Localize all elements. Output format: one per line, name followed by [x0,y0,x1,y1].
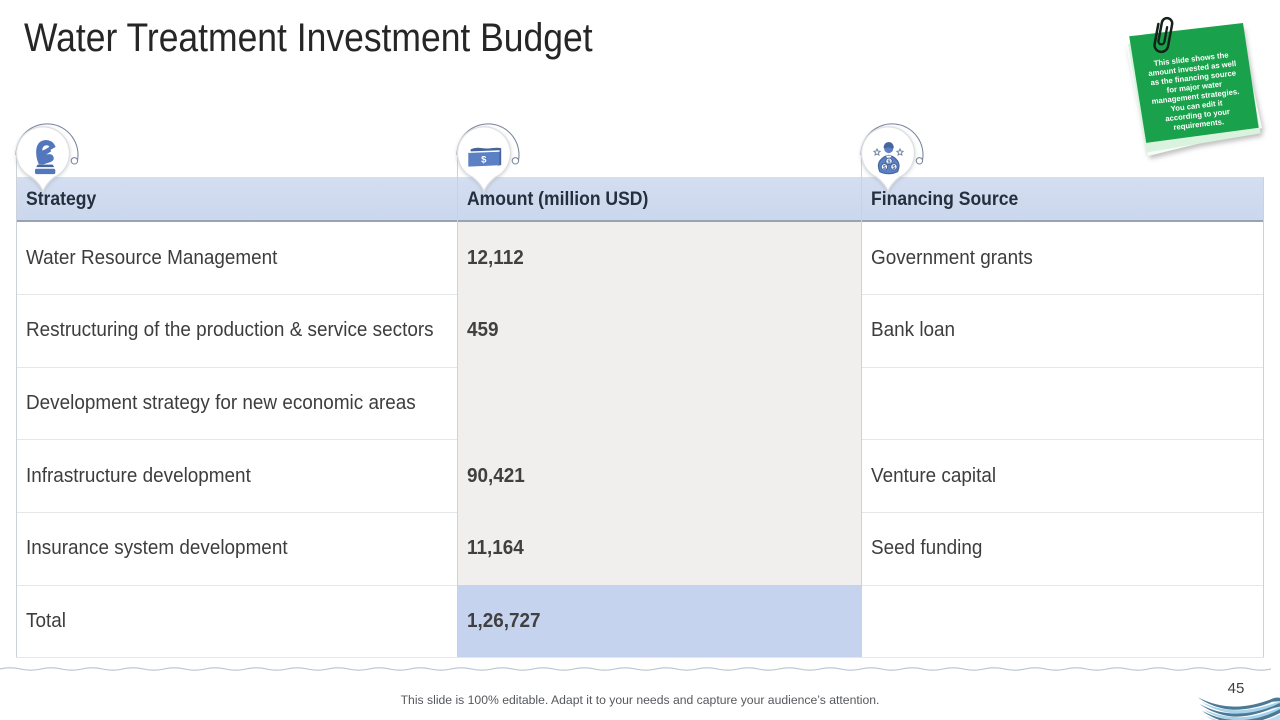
svg-text:$: $ [481,154,487,165]
svg-text:$: $ [892,165,896,171]
svg-text:$: $ [883,165,887,171]
svg-text:$: $ [887,159,891,165]
